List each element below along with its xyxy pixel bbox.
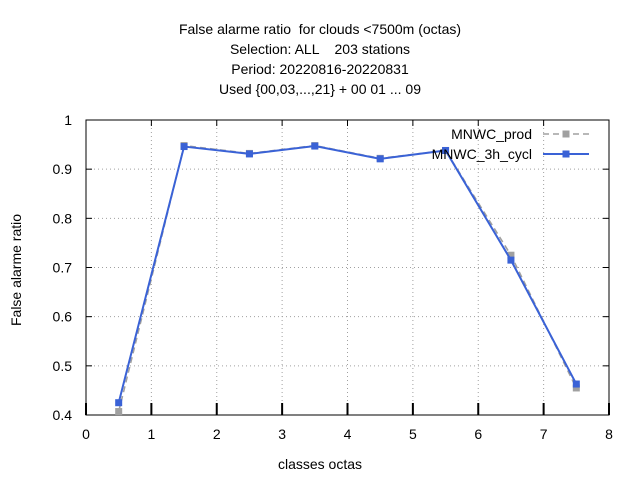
x-tick-label: 5 bbox=[409, 426, 417, 442]
x-tick-label: 8 bbox=[605, 426, 613, 442]
series-2-point bbox=[376, 155, 384, 163]
series-group bbox=[115, 142, 580, 416]
series-line-2 bbox=[117, 145, 578, 403]
title-line-4: Used {00,03,...,21} + 00 01 ... 09 bbox=[219, 81, 421, 97]
y-tick-label: 1 bbox=[64, 112, 72, 128]
series-1-point bbox=[115, 408, 123, 416]
y-tick-label: 0.9 bbox=[53, 161, 73, 177]
y-tick-label: 0.6 bbox=[53, 309, 73, 325]
legend-swatch-marker bbox=[562, 150, 570, 158]
series-line-1 bbox=[117, 144, 578, 412]
legend-swatch-marker bbox=[562, 130, 570, 138]
title-line-3: Period: 20220816-20220831 bbox=[231, 61, 409, 77]
x-tick-label: 0 bbox=[82, 426, 90, 442]
grid bbox=[86, 120, 609, 415]
y-tick-label: 0.5 bbox=[53, 358, 73, 374]
x-tick-label: 6 bbox=[474, 426, 482, 442]
plot-frame bbox=[85, 119, 610, 416]
legend-label: MNWC_prod bbox=[451, 126, 532, 142]
series-2-point bbox=[245, 150, 253, 158]
x-tick-label: 7 bbox=[540, 426, 548, 442]
x-axis-label: classes octas bbox=[277, 456, 363, 472]
y-axis-label: False alarme ratio bbox=[8, 213, 24, 327]
y-tick-label: 0.4 bbox=[53, 407, 73, 423]
legend-label: MNWC_3h_cycl bbox=[432, 146, 532, 162]
x-tick-label: 1 bbox=[147, 426, 155, 442]
series-2-point bbox=[311, 142, 319, 150]
x-tick-label: 4 bbox=[344, 426, 352, 442]
x-tick-label: 3 bbox=[278, 426, 286, 442]
series-2-point bbox=[507, 256, 515, 264]
y-tick-label: 0.7 bbox=[53, 260, 73, 276]
legend: MNWC_prod MNWC_3h_cycl bbox=[432, 126, 589, 162]
series-2-point bbox=[180, 143, 188, 151]
y-tick-label: 0.8 bbox=[53, 210, 73, 226]
series-2-point bbox=[442, 146, 450, 154]
title-line-1: False alarme ratio for clouds <7500m (oc… bbox=[178, 21, 462, 37]
series-1-point bbox=[572, 384, 580, 392]
title-line-2: Selection: ALL 203 stations bbox=[229, 41, 411, 57]
x-tick-label: 2 bbox=[213, 426, 221, 442]
series-2-point bbox=[572, 380, 580, 388]
series-1-point bbox=[507, 251, 515, 259]
series-2-point bbox=[115, 399, 123, 407]
